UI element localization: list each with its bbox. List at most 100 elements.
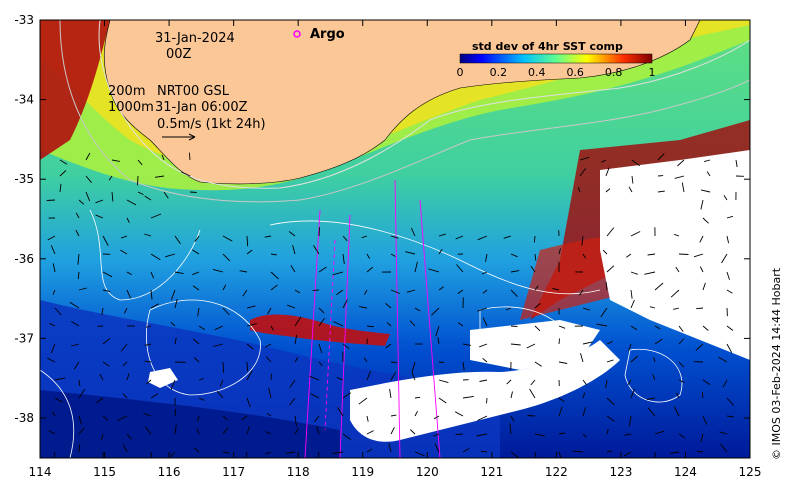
current-vector — [582, 433, 587, 438]
current-vector — [246, 343, 254, 350]
hour-label: 00Z — [166, 47, 192, 62]
current-vector — [96, 397, 104, 403]
current-vector — [50, 343, 56, 354]
current-vector — [189, 191, 197, 193]
current-vector — [102, 235, 109, 246]
current-vector — [366, 430, 374, 435]
current-vector — [558, 361, 568, 364]
current-vector — [533, 235, 536, 243]
x-tick-label: 116 — [158, 465, 181, 479]
current-vector — [310, 393, 320, 399]
current-vector — [701, 392, 704, 399]
current-vector — [702, 217, 709, 224]
colorbar-tick-label: 0.8 — [605, 66, 623, 79]
current-vector — [246, 397, 251, 408]
current-vector — [435, 325, 440, 337]
current-vector — [161, 154, 165, 161]
current-vector — [477, 235, 488, 241]
current-vector — [477, 307, 488, 312]
current-vector — [150, 393, 159, 399]
current-vector — [653, 356, 656, 363]
current-vector — [674, 233, 680, 237]
current-vector — [657, 153, 665, 161]
current-vector — [170, 379, 176, 390]
current-vector — [163, 191, 169, 199]
current-vector — [529, 388, 536, 399]
current-vector — [509, 423, 512, 435]
current-vector — [318, 343, 323, 354]
current-vector — [246, 361, 249, 372]
current-vector — [363, 357, 368, 363]
current-vector — [294, 415, 297, 427]
current-vector — [455, 235, 464, 240]
isobath-1000m — [59, 20, 750, 203]
y-tick-label: -33 — [14, 13, 34, 27]
current-vector — [630, 299, 635, 309]
current-vector — [390, 371, 397, 381]
current-vector — [582, 379, 587, 386]
current-vector — [647, 253, 656, 256]
current-vector — [438, 397, 447, 404]
current-vector — [482, 317, 488, 327]
date-label: 31-Jan-2024 — [155, 31, 235, 46]
current-vector — [456, 264, 464, 273]
current-vector — [457, 322, 464, 327]
current-vector — [510, 270, 520, 273]
current-vector — [600, 307, 608, 318]
current-vector — [78, 199, 85, 205]
current-vector — [678, 338, 685, 345]
current-vector — [78, 379, 81, 387]
current-vector — [726, 289, 733, 294]
current-vector — [198, 397, 205, 401]
current-vector — [389, 388, 392, 399]
x-tick-label: 118 — [287, 465, 310, 479]
current-vector — [52, 263, 56, 273]
current-vector — [85, 175, 92, 183]
current-vector — [605, 282, 608, 291]
current-vector — [579, 156, 590, 161]
isobath-1000-label: 1000m — [108, 100, 154, 115]
current-vector — [246, 323, 258, 327]
current-vector — [294, 357, 299, 363]
current-vector — [59, 170, 67, 177]
current-vector — [390, 427, 395, 435]
current-vector — [170, 321, 176, 327]
current-vector — [628, 186, 633, 193]
current-vector — [726, 271, 730, 280]
current-vector — [534, 325, 541, 332]
current-vector — [434, 443, 440, 453]
current-vector — [54, 307, 62, 316]
current-vector — [630, 231, 641, 237]
current-vector — [102, 451, 104, 458]
current-vector — [342, 253, 345, 264]
current-vector — [676, 392, 680, 399]
current-vector — [702, 282, 706, 291]
current-vector — [332, 271, 344, 276]
current-vector — [506, 379, 512, 385]
current-vector — [678, 379, 685, 384]
current-vector — [462, 448, 470, 453]
current-vector — [534, 361, 542, 367]
current-vector — [480, 450, 488, 453]
current-vector — [242, 289, 248, 297]
current-vector — [219, 379, 224, 387]
current-vector — [673, 307, 680, 310]
current-vector — [265, 451, 272, 455]
colorbar-tick-label: 0 — [457, 66, 464, 79]
current-vector — [198, 325, 206, 330]
current-vector — [606, 397, 615, 406]
cloud-east — [600, 150, 750, 360]
current-vector — [366, 448, 373, 453]
current-vector — [700, 433, 704, 443]
current-vector — [678, 361, 685, 368]
current-vector — [390, 414, 397, 417]
current-vector — [111, 191, 114, 202]
current-vector — [99, 373, 104, 381]
current-vector — [476, 433, 488, 437]
current-vector — [122, 361, 128, 367]
current-vector — [582, 341, 593, 345]
current-vector — [46, 199, 56, 201]
y-tick-label: -37 — [14, 331, 34, 345]
current-vector — [670, 451, 680, 454]
current-vector — [174, 235, 181, 245]
